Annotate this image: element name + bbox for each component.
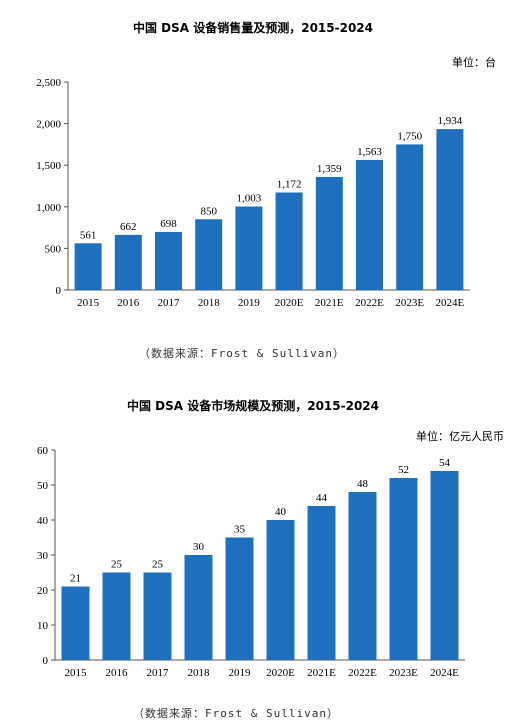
x-tick-label: 2023E [395,297,424,309]
bar [61,586,90,660]
bar [143,572,172,660]
y-tick-label: 500 [45,243,62,255]
y-tick-label: 30 [37,550,49,562]
bar [275,192,303,290]
data-label: 21 [70,573,81,585]
data-label: 1,172 [277,178,302,190]
data-label: 35 [234,524,246,536]
bar [225,537,254,660]
bar [195,219,223,290]
data-label: 54 [439,457,451,469]
data-label: 48 [357,478,369,490]
bar [155,231,182,290]
data-label: 561 [80,229,97,241]
data-label: 40 [275,506,287,518]
x-tick-label: 2019 [229,667,252,679]
x-tick-label: 2017 [147,667,170,679]
y-tick-label: 60 [37,445,49,457]
unit-label: 单位：亿元人民币 [416,429,504,443]
chart-sales-volume: 中国 DSA 设备销售量及预测，2015-2024 单位：台 0 500 1,000… [36,20,496,309]
data-label: 44 [316,492,328,504]
bar [436,129,464,290]
data-label: 52 [398,464,409,476]
data-label: 25 [111,559,123,571]
x-tick-label: 2021E [307,667,336,679]
bar [184,555,213,660]
x-tick-label: 2020E [275,297,304,309]
x-tick-label: 2022E [355,297,384,309]
x-tick-label: 2023E [389,667,418,679]
bar [430,471,459,660]
chart-market-size: 中国 DSA 设备市场规模及预测，2015-2024 单位：亿元人民币 0 10 2… [37,398,504,679]
data-label: 662 [120,221,137,233]
data-label: 850 [200,205,217,217]
data-label: 1,359 [317,163,342,175]
y-tick-label: 10 [37,620,49,632]
x-tick-label: 2018 [198,297,221,309]
x-tick-label: 2019 [238,297,261,309]
bar [396,144,424,290]
chart-title: 中国 DSA 设备市场规模及预测，2015-2024 [127,398,379,413]
y-tick-label: 20 [37,585,49,597]
x-tick-label: 2015 [65,667,88,679]
y-tick-label: 2,500 [36,77,61,89]
data-label: 1,563 [357,146,382,158]
bar [356,159,383,290]
y-tick-label: 40 [37,515,49,527]
x-tick-label: 2024E [430,667,459,679]
y-tick-label: 1,000 [36,202,61,214]
y-tick-label: 0 [56,285,62,297]
source-note: （数据来源：Frost & Sullivan） [139,347,345,360]
x-tick-label: 2018 [188,667,211,679]
bar [348,492,377,660]
x-tick-label: 2016 [106,667,129,679]
y-tick-label: 50 [37,480,49,492]
y-tick-label: 1,500 [36,160,61,172]
data-label: 1,003 [237,193,262,205]
data-label: 25 [152,559,164,571]
data-label: 1,934 [438,115,463,127]
source-note: （数据来源：Frost & Sullivan） [133,707,339,720]
chart-title: 中国 DSA 设备销售量及预测，2015-2024 [133,20,373,35]
x-tick-label: 2017 [158,297,181,309]
bar [74,243,102,290]
bar [114,234,142,290]
data-label: 30 [193,541,205,553]
x-tick-label: 2021E [315,297,344,309]
x-tick-label: 2022E [348,667,377,679]
x-tick-label: 2016 [117,297,140,309]
data-label: 1,750 [397,130,422,142]
x-tick-label: 2020E [266,667,295,679]
x-tick-label: 2024E [436,297,465,309]
unit-label: 单位：台 [452,55,496,69]
y-tick-label: 2,000 [36,119,61,131]
bar [307,506,336,660]
bar [266,520,295,660]
x-tick-label: 2015 [77,297,100,309]
data-label: 698 [160,218,177,230]
bar [389,478,418,660]
bar [235,206,263,290]
bar [315,176,343,290]
y-tick-label: 0 [43,655,49,667]
bar [102,572,131,660]
